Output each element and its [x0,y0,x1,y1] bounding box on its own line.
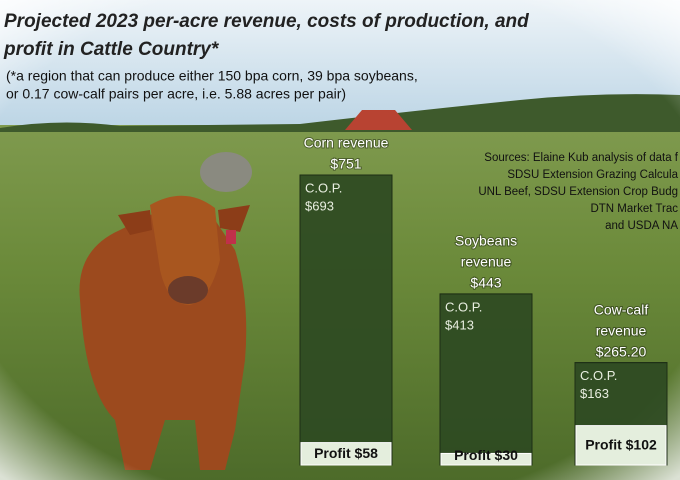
subtitle-line: (*a region that can produce either 150 b… [6,68,418,84]
cop-label: $693 [305,198,334,213]
title-line: profit in Cattle Country* [3,39,220,60]
revenue-label: $443 [470,275,501,291]
cop-segment [300,175,392,443]
source-line: Sources: Elaine Kub analysis of data f [484,152,679,164]
cop-name: C.O.P. [445,299,482,314]
profit-name: Profit [314,445,351,461]
category-label: Corn revenue [304,135,389,151]
category-label: revenue [596,322,647,338]
category-label: Cow-calf [594,301,649,317]
revenue-label: $265.20 [596,343,647,359]
cop-name: C.O.P. [580,368,617,383]
title-line: Projected 2023 per-acre revenue, costs o… [4,11,529,32]
profit-label: Profit $102 [585,436,657,452]
profit-value: $58 [355,445,379,461]
profit-label: Profit $58 [314,445,378,461]
cop-name: C.O.P. [305,180,342,195]
profit-label: Profit $30 [454,447,518,463]
source-line: and USDA NA [605,220,678,232]
source-line: UNL Beef, SDSU Extension Crop Budg [478,186,678,198]
source-line: SDSU Extension Grazing Calcula [507,169,678,181]
cop-label: $163 [580,386,609,401]
revenue-label: $751 [330,156,361,172]
category-label: revenue [461,254,512,270]
cop-label: $413 [445,317,474,332]
chart: Projected 2023 per-acre revenue, costs o… [0,0,680,480]
profit-name: Profit [585,436,622,452]
category-label: Soybeans [455,233,517,249]
profit-value: $30 [495,447,519,463]
profit-name: Profit [454,447,491,463]
source-line: DTN Market Trac [590,203,678,215]
bar-group: Corn revenue $751 C.O.P. $693 Profit $58 [300,135,392,465]
profit-value: $102 [626,436,657,452]
subtitle-line: or 0.17 cow-calf pairs per acre, i.e. 5.… [6,86,346,102]
